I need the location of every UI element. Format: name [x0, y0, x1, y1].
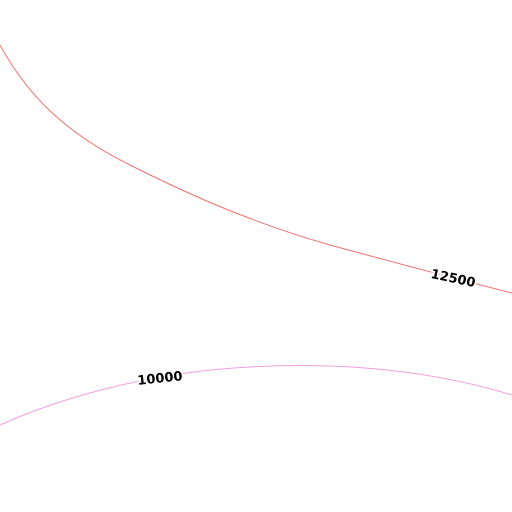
contour-line: [0, 365, 512, 426]
contour-line: [0, 44, 512, 294]
contour-label: 10000: [137, 369, 184, 389]
